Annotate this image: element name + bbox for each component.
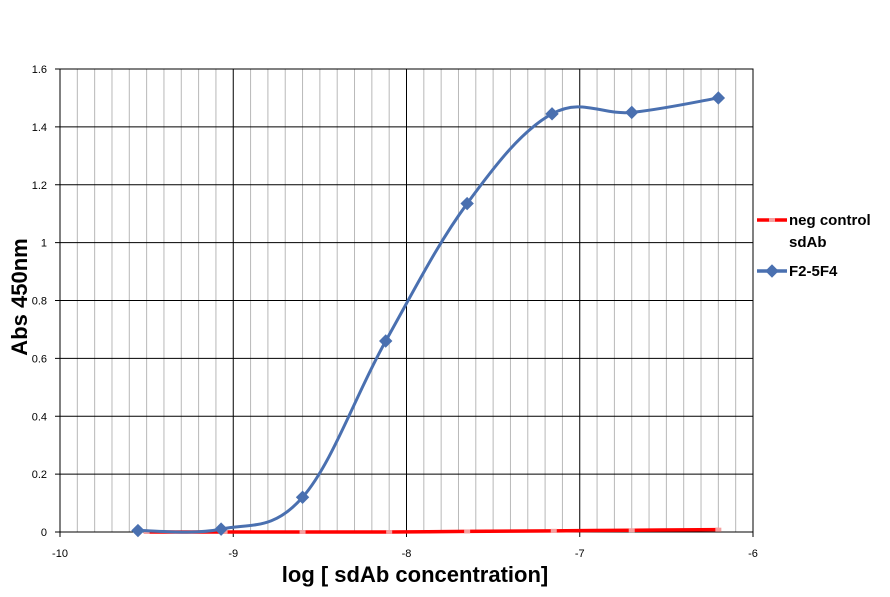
grid [59, 68, 754, 533]
data-point [131, 523, 145, 538]
data-point [628, 528, 635, 533]
series-2 [131, 91, 726, 538]
data-point [295, 490, 310, 504]
legend-item: neg control sdAb [757, 212, 871, 251]
y-tick-label: 1.4 [32, 122, 47, 134]
y-tick-label: 1.6 [32, 64, 47, 76]
data-point [715, 527, 722, 532]
data-point [550, 528, 557, 533]
plot-area [131, 91, 726, 538]
y-tick-label: 0.6 [32, 353, 47, 365]
legend: neg control sdAb F2-5F4 [757, 212, 871, 280]
data-point [545, 107, 559, 121]
data-point [379, 334, 393, 348]
x-tick-label: -9 [228, 548, 238, 560]
x-tick-label: -6 [748, 548, 758, 560]
y-tick-label: 1.2 [32, 180, 47, 192]
y-tick-label: 0.8 [32, 296, 47, 308]
y-tick-label: 0.4 [32, 411, 47, 423]
series-line [136, 96, 720, 534]
legend-swatch-marker [765, 264, 779, 278]
data-point [214, 522, 228, 536]
series-line [144, 527, 721, 534]
x-tick-label: -10 [52, 548, 68, 560]
y-tick-label: 0.2 [32, 469, 47, 481]
data-point [711, 91, 726, 105]
legend-label: sdAb [789, 234, 827, 251]
data-point [460, 196, 474, 211]
x-axis-title: log [ sdAb concentration] [282, 562, 548, 587]
x-tick-label: -7 [575, 548, 585, 560]
data-point [386, 530, 393, 534]
legend-label: neg control [789, 212, 871, 229]
data-point [625, 105, 639, 120]
x-tick-label: -8 [402, 548, 412, 560]
data-point [299, 530, 306, 534]
y-axis-title: Abs 450nm [7, 238, 32, 355]
legend-label: F2-5F4 [789, 263, 838, 280]
legend-item: F2-5F4 [757, 263, 838, 280]
y-tick-label: 1 [41, 238, 47, 250]
y-tick-label: 0 [41, 527, 47, 539]
legend-swatch-marker [769, 218, 775, 222]
data-point [464, 529, 471, 534]
